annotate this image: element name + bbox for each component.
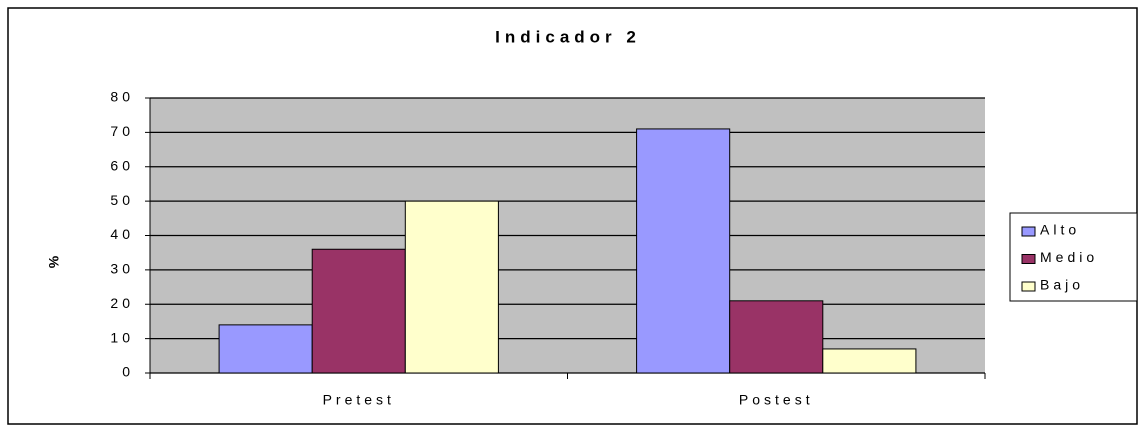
chart-title: Indicador 2	[495, 27, 641, 46]
y-tick-label: 80	[110, 89, 134, 105]
bar	[729, 300, 824, 374]
bar	[404, 200, 499, 374]
y-tick-label: 70	[110, 123, 134, 139]
legend-swatch	[1021, 226, 1036, 237]
bar	[822, 348, 917, 374]
y-tick-label: 30	[110, 261, 134, 277]
legend-swatch	[1021, 281, 1036, 292]
y-tick-label: 50	[110, 192, 134, 208]
y-tick-label: 10	[110, 329, 134, 345]
y-tick-label: 40	[110, 226, 134, 242]
y-tick-label: 0	[122, 364, 134, 380]
legend-swatch	[1021, 254, 1036, 264]
x-tick-label: Postest	[739, 392, 814, 408]
y-tick-label: 20	[110, 295, 134, 311]
bar	[218, 324, 313, 374]
y-axis-label: %	[46, 255, 62, 268]
y-tick-label: 60	[110, 157, 134, 173]
x-tick-label: Pretest	[323, 392, 395, 408]
bar	[636, 128, 731, 374]
legend-label: Alto	[1040, 222, 1080, 238]
bar	[311, 248, 406, 374]
legend-label: Bajo	[1040, 277, 1084, 293]
legend-label: Medio	[1040, 249, 1098, 265]
